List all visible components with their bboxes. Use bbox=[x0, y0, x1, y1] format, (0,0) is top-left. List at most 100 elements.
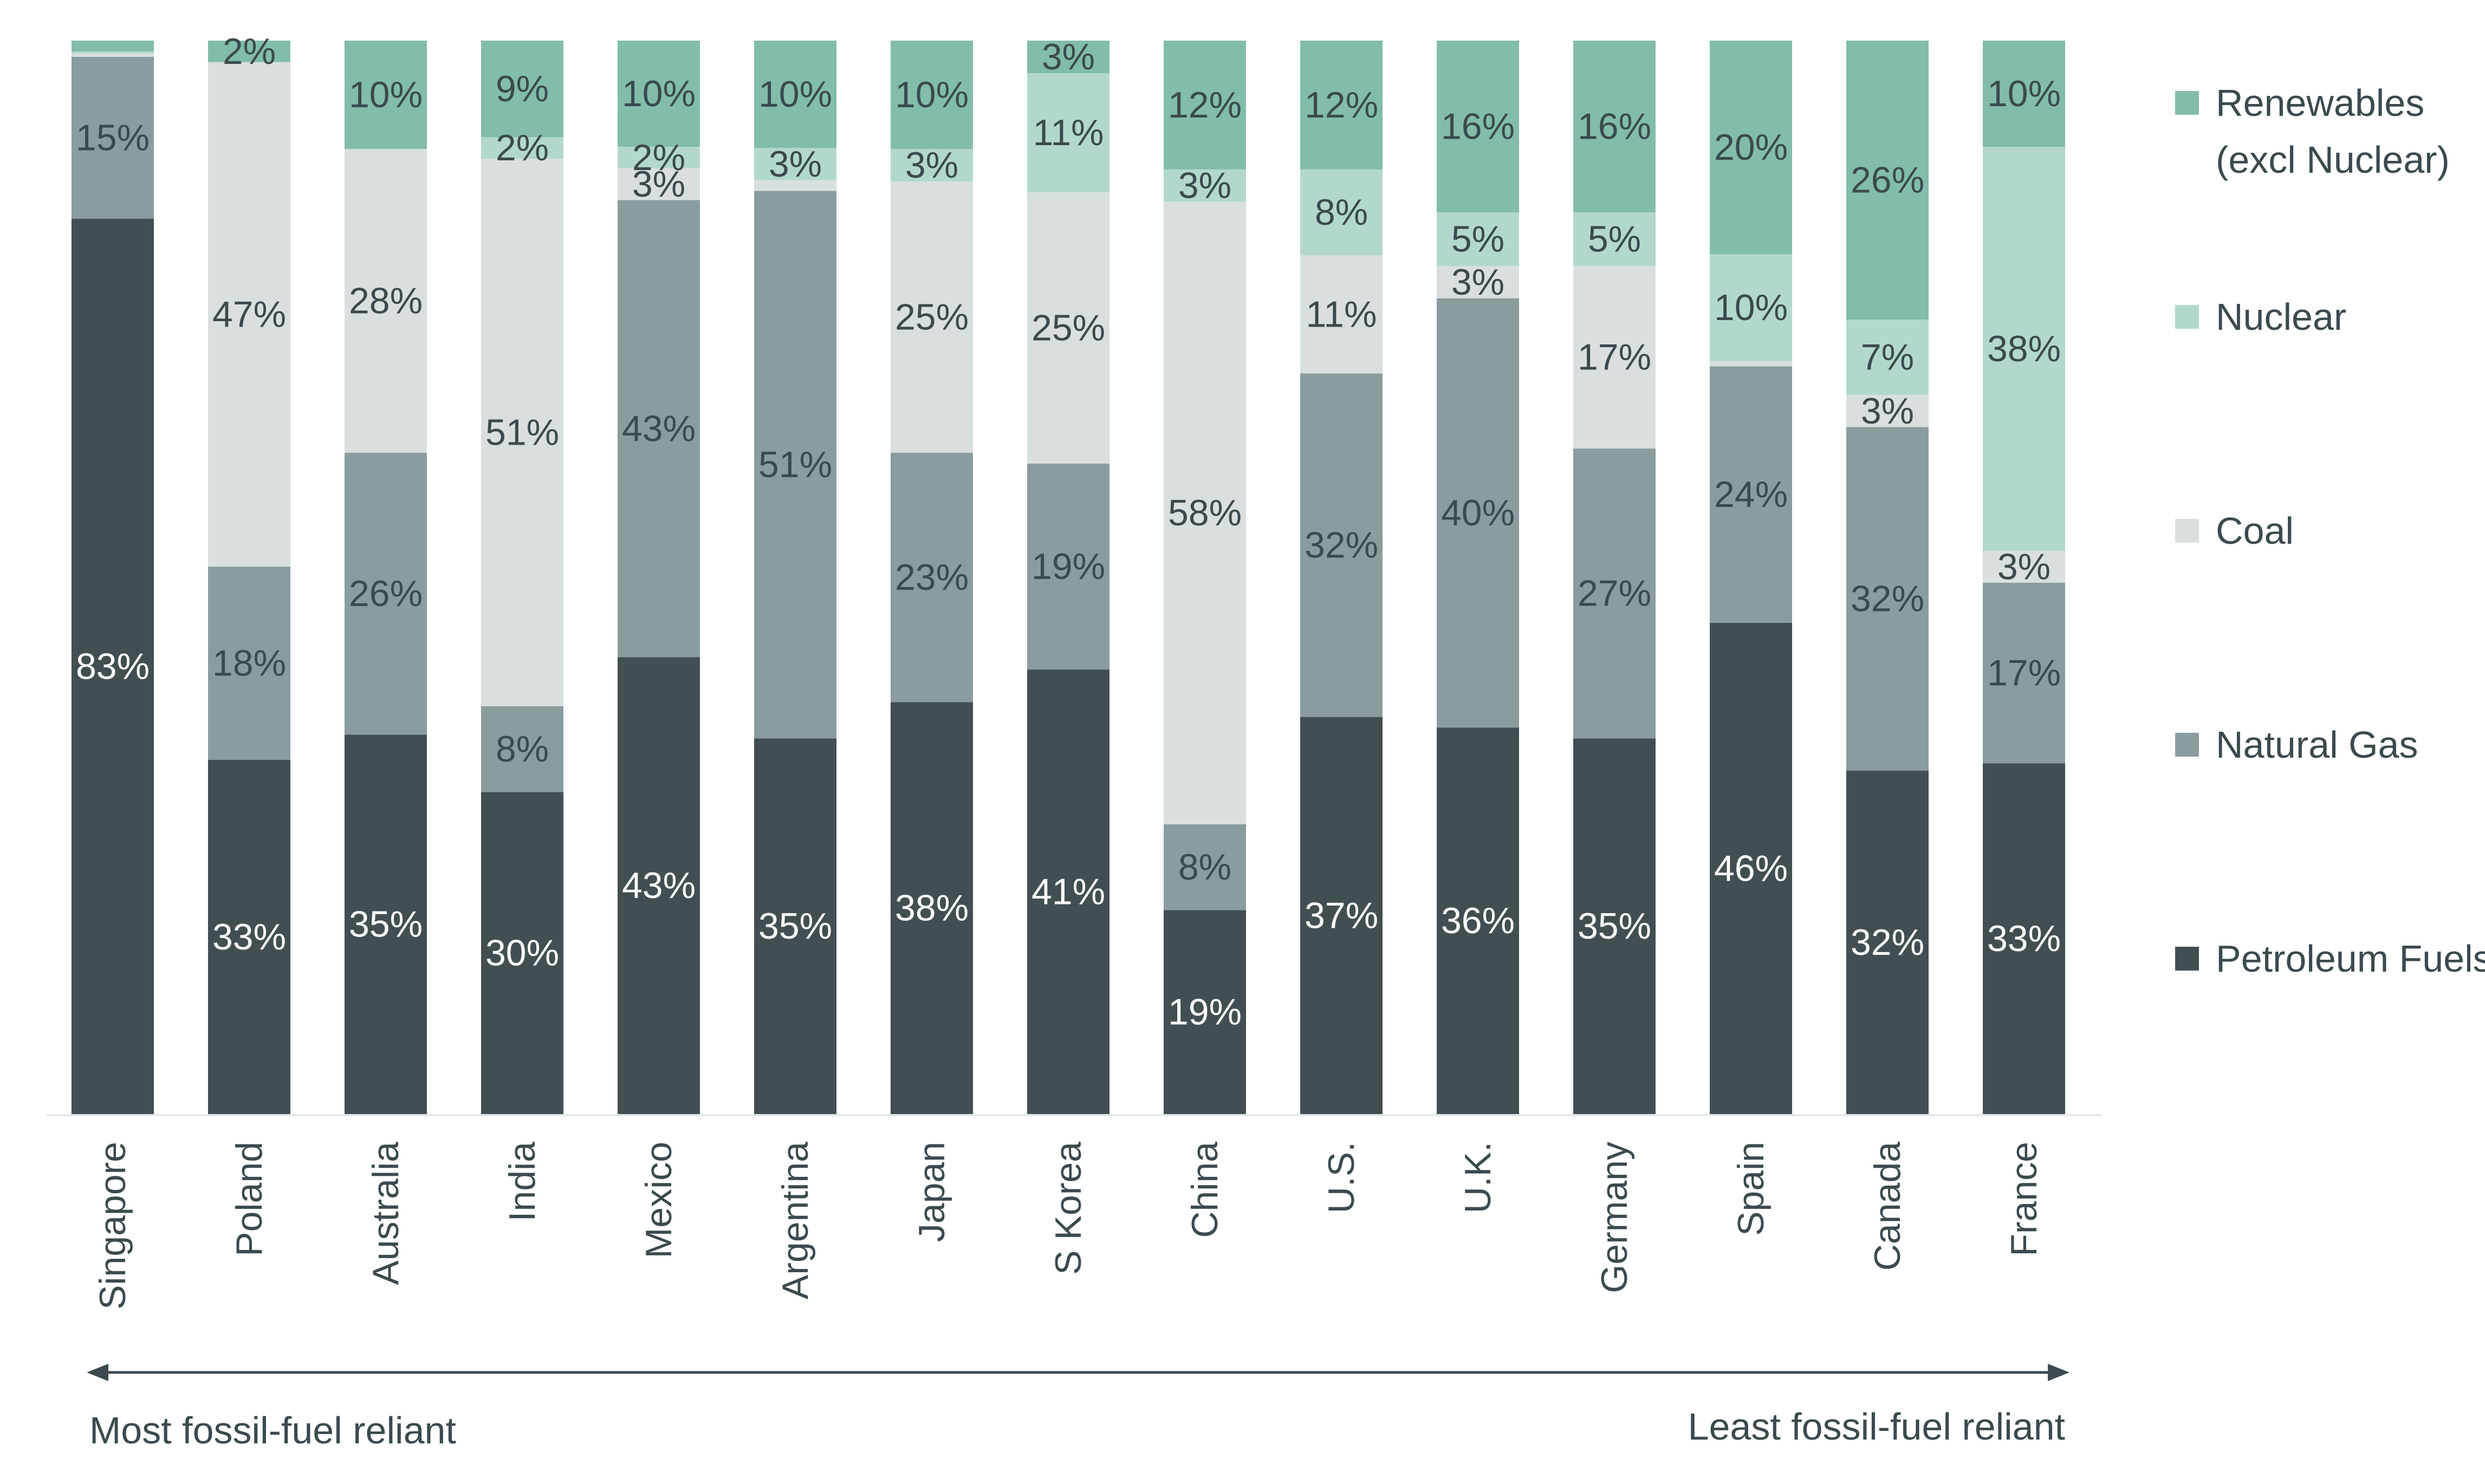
data-label-india-nuclear: 2% bbox=[496, 127, 549, 168]
bar-segment-australia-coal bbox=[345, 149, 427, 453]
data-label-poland-coal: 47% bbox=[212, 294, 286, 335]
legend: Renewables (excl Nuclear) Nuclear Coal Natur… bbox=[2175, 82, 2485, 980]
bar-segment-s-korea-coal bbox=[1027, 192, 1110, 464]
arrow-head-right bbox=[2048, 1364, 2069, 1381]
bar-segment-u-k-renewables-excl-nuclear bbox=[1437, 41, 1519, 213]
data-label-india-petroleum-fuels: 30% bbox=[485, 933, 559, 974]
category-label-canada: Canada bbox=[1867, 1142, 1908, 1271]
bar-segment-singapore-petroleum-fuels bbox=[72, 218, 154, 1115]
bar-segment-germany-renewables-excl-nuclear bbox=[1573, 41, 1656, 213]
data-label-u-k-renewables-excl-nuclear: 16% bbox=[1441, 106, 1515, 147]
data-label-japan-nuclear: 3% bbox=[905, 145, 958, 186]
data-label-china-petroleum-fuels: 19% bbox=[1168, 992, 1242, 1033]
bar-segment-argentina-natural-gas bbox=[754, 191, 836, 739]
bar-segment-u-s-natural-gas bbox=[1300, 373, 1383, 717]
data-label-china-coal: 58% bbox=[1168, 492, 1242, 533]
legend-swatch-renewables-excl-nuclear bbox=[2175, 91, 2199, 115]
data-label-australia-petroleum-fuels: 35% bbox=[349, 904, 423, 945]
data-label-spain-natural-gas: 24% bbox=[1714, 474, 1788, 515]
category-label-france: France bbox=[2003, 1142, 2045, 1257]
data-label-u-k-natural-gas: 40% bbox=[1441, 492, 1515, 533]
segment-labels-group: 83% 15% 33% 18% 47% 2% 35% 26% 28% 10% 30% 8% 51% 2% 9… bbox=[76, 31, 2061, 1033]
bar-segment-japan-petroleum-fuels bbox=[891, 702, 973, 1114]
data-label-france-renewables-excl-nuclear: 10% bbox=[1987, 73, 2061, 114]
bar-segment-france-natural-gas bbox=[1983, 582, 2065, 764]
most-fossil-fuel-reliant-label: Most fossil-fuel reliant bbox=[89, 1409, 456, 1452]
data-label-india-natural-gas: 8% bbox=[496, 728, 549, 770]
bars-group bbox=[72, 41, 2065, 1115]
data-label-spain-nuclear: 10% bbox=[1714, 287, 1788, 328]
bar-segment-poland-coal bbox=[208, 62, 290, 567]
data-label-japan-renewables-excl-nuclear: 10% bbox=[895, 74, 969, 115]
bar-segment-china-petroleum-fuels bbox=[1164, 910, 1246, 1114]
data-label-france-nuclear: 38% bbox=[1987, 328, 2061, 369]
bar-segment-china-renewables-excl-nuclear bbox=[1164, 41, 1246, 170]
data-label-france-petroleum-fuels: 33% bbox=[1987, 918, 2061, 959]
bar-segment-india-natural-gas bbox=[481, 706, 563, 792]
least-fossil-fuel-reliant-label: Least fossil-fuel reliant bbox=[1688, 1405, 2065, 1448]
data-label-china-nuclear: 3% bbox=[1178, 165, 1231, 206]
data-label-canada-nuclear: 7% bbox=[1861, 337, 1914, 378]
bar-segment-spain-natural-gas bbox=[1710, 366, 1792, 623]
bar-segment-germany-natural-gas bbox=[1573, 448, 1656, 739]
data-label-canada-natural-gas: 32% bbox=[1851, 578, 1924, 620]
data-label-india-coal: 51% bbox=[485, 412, 559, 453]
bar-segment-poland-renewables-excl-nuclear bbox=[208, 41, 290, 62]
legend-label-renewables-excl-nuclear: Renewables (excl Nuclear) bbox=[2216, 82, 2450, 181]
category-label-s-korea: S Korea bbox=[1048, 1142, 1089, 1275]
data-label-s-korea-petroleum-fuels: 41% bbox=[1031, 871, 1105, 913]
data-label-u-k-petroleum-fuels: 36% bbox=[1441, 900, 1515, 941]
data-label-france-coal: 3% bbox=[1997, 546, 2051, 587]
data-label-u-s-petroleum-fuels: 37% bbox=[1305, 895, 1378, 936]
bar-segment-canada-nuclear bbox=[1846, 320, 1929, 395]
reliance-arrow bbox=[87, 1364, 2069, 1381]
bar-segment-s-korea-natural-gas bbox=[1027, 463, 1110, 670]
data-label-japan-coal: 25% bbox=[895, 297, 969, 338]
legend-swatch-coal bbox=[2175, 519, 2199, 543]
data-label-germany-natural-gas: 27% bbox=[1578, 573, 1651, 614]
bar-segment-germany-petroleum-fuels bbox=[1573, 738, 1656, 1114]
bar-segment-u-s-petroleum-fuels bbox=[1300, 717, 1383, 1114]
data-label-poland-renewables-excl-nuclear: 2% bbox=[223, 31, 276, 72]
data-label-u-s-natural-gas: 32% bbox=[1305, 525, 1378, 566]
category-label-japan: Japan bbox=[911, 1142, 952, 1242]
data-label-mexico-natural-gas: 43% bbox=[622, 408, 696, 449]
data-label-s-korea-coal: 25% bbox=[1031, 308, 1105, 349]
category-label-u-s: U.S. bbox=[1321, 1142, 1362, 1213]
data-label-mexico-renewables-excl-nuclear: 10% bbox=[622, 73, 696, 114]
data-label-argentina-renewables-excl-nuclear: 10% bbox=[758, 74, 832, 115]
bar-segment-australia-renewables-excl-nuclear bbox=[345, 41, 427, 149]
category-label-germany: Germany bbox=[1594, 1142, 1635, 1293]
bar-segment-germany-coal bbox=[1573, 266, 1656, 449]
data-label-u-k-nuclear: 5% bbox=[1451, 219, 1504, 260]
bar-segment-japan-coal bbox=[891, 181, 973, 453]
bar-segment-canada-renewables-excl-nuclear bbox=[1846, 41, 1929, 320]
category-label-u-k: U.K. bbox=[1457, 1142, 1498, 1213]
bar-segment-argentina-coal bbox=[754, 180, 836, 191]
bar-segment-poland-petroleum-fuels bbox=[208, 759, 290, 1114]
bar-segment-argentina-renewables-excl-nuclear bbox=[754, 41, 836, 148]
bar-segment-mexico-renewables-excl-nuclear bbox=[618, 41, 700, 147]
data-label-australia-coal: 28% bbox=[349, 280, 423, 321]
bar-segment-japan-nuclear bbox=[891, 149, 973, 182]
bar-segment-singapore-renewables-excl-nuclear bbox=[72, 41, 154, 51]
bar-segment-france-coal bbox=[1983, 550, 2065, 583]
legend-swatch-natural-gas bbox=[2175, 733, 2199, 757]
bar-segment-spain-renewables-excl-nuclear bbox=[1710, 41, 1792, 255]
bar-segment-u-k-natural-gas bbox=[1437, 298, 1519, 728]
data-label-spain-renewables-excl-nuclear: 20% bbox=[1714, 127, 1788, 168]
legend-label-petroleum-fuels: Petroleum Fuels bbox=[2216, 938, 2485, 980]
category-label-argentina: Argentina bbox=[775, 1142, 816, 1299]
data-label-germany-nuclear: 5% bbox=[1588, 219, 1641, 260]
bar-segment-u-s-coal bbox=[1300, 255, 1383, 374]
data-label-argentina-petroleum-fuels: 35% bbox=[758, 906, 832, 947]
data-label-mexico-petroleum-fuels: 43% bbox=[622, 865, 696, 906]
bar-segment-singapore-coal bbox=[72, 53, 154, 57]
bar-segment-poland-natural-gas bbox=[208, 567, 290, 760]
bar-segment-australia-petroleum-fuels bbox=[345, 734, 427, 1114]
bar-segment-singapore-nuclear bbox=[72, 51, 154, 54]
bar-segment-germany-nuclear bbox=[1573, 212, 1656, 266]
data-label-singapore-natural-gas: 15% bbox=[76, 117, 150, 158]
category-label-singapore: Singapore bbox=[92, 1142, 133, 1310]
